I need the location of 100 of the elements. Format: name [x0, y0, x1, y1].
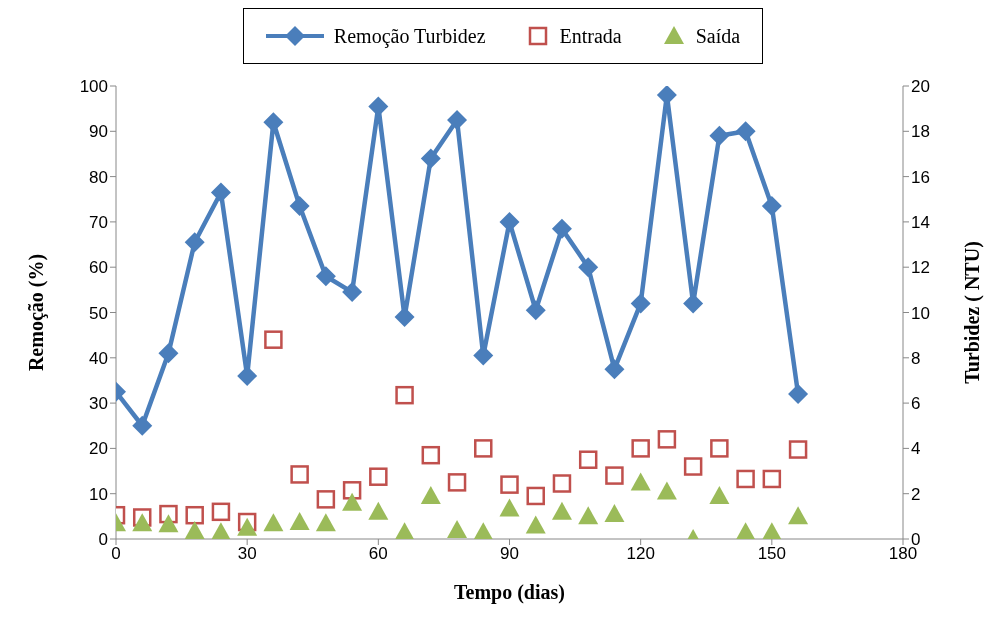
x-tick-label: 30 — [237, 544, 257, 564]
y-tick-label: 70 — [89, 212, 108, 232]
y2-tick-label: 2 — [911, 484, 921, 504]
point — [788, 384, 809, 405]
x-tick-label: 120 — [626, 544, 655, 564]
legend-label: Remoção Turbidez — [333, 24, 486, 48]
x-axis-title: Tempo (dias) — [454, 581, 565, 604]
point — [447, 473, 467, 492]
point — [316, 490, 336, 509]
point — [500, 475, 519, 494]
point — [474, 439, 493, 458]
y-axis-title: Remoção (%) — [25, 253, 49, 372]
point — [132, 513, 153, 532]
x-tick-label: 0 — [111, 544, 121, 564]
point — [132, 415, 153, 436]
point — [210, 522, 231, 539]
point — [369, 467, 388, 486]
point — [499, 498, 520, 517]
legend-label: Entrada — [559, 24, 622, 48]
y2-tick-label: 6 — [911, 394, 921, 414]
y-tick-label: 20 — [89, 439, 108, 459]
point — [210, 182, 231, 203]
point — [237, 517, 258, 536]
point — [735, 522, 756, 539]
y-tick-label: 60 — [89, 258, 108, 278]
y2-axis-title: Turbidez ( NTU) — [961, 241, 985, 384]
x-tick-label: 60 — [368, 544, 388, 564]
point — [735, 121, 756, 142]
y2-tick-label: 16 — [911, 167, 930, 187]
point — [526, 486, 545, 506]
x-tick-label: 150 — [757, 544, 787, 564]
point — [420, 485, 441, 504]
point — [289, 512, 310, 531]
point — [499, 211, 520, 232]
point — [263, 513, 284, 532]
point — [342, 481, 362, 500]
point — [158, 343, 179, 364]
point — [709, 125, 730, 146]
point — [761, 196, 782, 217]
y-tick-label: 30 — [89, 394, 108, 414]
y2-tick-label: 10 — [911, 303, 930, 323]
point — [263, 112, 284, 133]
point — [604, 359, 625, 380]
point — [473, 345, 494, 366]
point — [368, 96, 389, 117]
x-tick-label: 90 — [500, 544, 519, 564]
point — [447, 519, 468, 538]
point — [683, 293, 704, 314]
y-tick-label: 40 — [89, 348, 108, 368]
point — [709, 485, 730, 504]
point — [395, 385, 414, 405]
point — [394, 307, 415, 328]
y-tick-label: 50 — [89, 303, 108, 323]
point — [394, 522, 415, 539]
point — [185, 505, 204, 525]
y2-tick-label: 14 — [911, 212, 930, 232]
point — [342, 282, 363, 303]
y-tick-label: 80 — [89, 167, 108, 187]
point — [158, 514, 179, 533]
point — [184, 232, 205, 253]
point — [315, 513, 336, 532]
point — [761, 522, 782, 539]
point — [710, 439, 729, 458]
y-tick-label: 0 — [98, 530, 108, 550]
point — [788, 506, 809, 525]
point — [289, 196, 310, 217]
point — [525, 300, 546, 321]
y2-tick-label: 4 — [911, 439, 921, 459]
point — [264, 330, 283, 349]
point — [315, 266, 336, 287]
y-tick-label: 100 — [79, 77, 108, 97]
y-tick-label: 10 — [89, 484, 108, 504]
point — [656, 481, 677, 500]
point — [657, 430, 677, 449]
point — [290, 465, 309, 484]
point — [420, 148, 441, 169]
point — [551, 501, 572, 520]
point — [552, 474, 572, 493]
point — [421, 445, 441, 465]
point — [551, 218, 572, 239]
point — [578, 506, 599, 525]
y2-tick-label: 20 — [911, 77, 930, 97]
y2-tick-label: 8 — [911, 348, 921, 368]
point — [525, 515, 546, 534]
legend-label: Saída — [695, 24, 741, 48]
point — [578, 450, 598, 469]
point — [631, 439, 650, 458]
point — [473, 522, 494, 539]
point — [211, 502, 231, 522]
point — [447, 109, 468, 130]
point — [578, 257, 599, 278]
y2-tick-label: 12 — [911, 258, 930, 278]
point — [630, 293, 651, 314]
y-tick-label: 90 — [89, 122, 108, 142]
point — [604, 504, 625, 523]
point — [788, 440, 808, 459]
point — [342, 492, 363, 511]
point — [630, 472, 651, 491]
y2-tick-label: 18 — [911, 122, 930, 142]
point — [368, 501, 389, 520]
